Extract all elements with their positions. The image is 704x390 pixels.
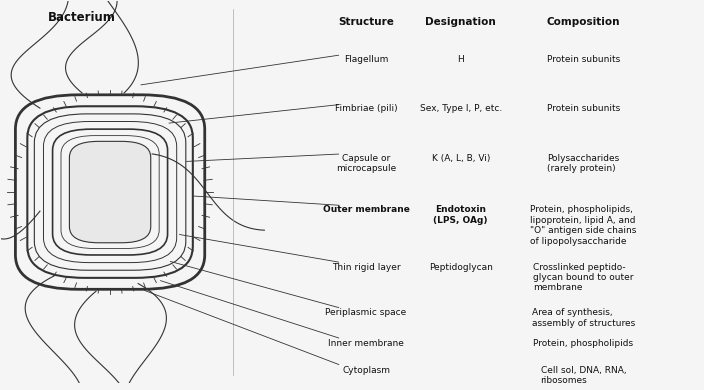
Text: Protein, phospholipids,
lipoprotein, lipid A, and
"O" antigen side chains
of lip: Protein, phospholipids, lipoprotein, lip… [530,206,636,246]
Text: Fimbriae (pili): Fimbriae (pili) [334,105,397,113]
Text: Structure: Structure [338,17,394,27]
Text: Capsule or
microcapsule: Capsule or microcapsule [336,154,396,173]
Text: H: H [458,55,464,64]
Text: K (A, L, B, Vi): K (A, L, B, Vi) [432,154,490,163]
Text: Composition: Composition [546,17,620,27]
Text: Inner membrane: Inner membrane [328,339,404,348]
Text: Crosslinked peptido-
glycan bound to outer
membrane: Crosslinked peptido- glycan bound to out… [533,262,634,292]
Text: Bacterium: Bacterium [48,11,116,24]
Text: Area of synthesis,
assembly of structures: Area of synthesis, assembly of structure… [532,308,635,328]
Text: Sex, Type I, P, etc.: Sex, Type I, P, etc. [420,105,502,113]
Text: Thin rigid layer: Thin rigid layer [332,262,401,271]
Text: Flagellum: Flagellum [344,55,388,64]
Text: Protein subunits: Protein subunits [547,105,620,113]
Text: Cell sol, DNA, RNA,
ribosomes: Cell sol, DNA, RNA, ribosomes [541,365,627,385]
Text: Periplasmic space: Periplasmic space [325,308,407,317]
Text: Protein subunits: Protein subunits [547,55,620,64]
Text: Peptidoglycan: Peptidoglycan [429,262,493,271]
Text: Designation: Designation [425,17,496,27]
FancyBboxPatch shape [70,141,151,243]
Text: Polysaccharides
(rarely protein): Polysaccharides (rarely protein) [547,154,620,173]
Text: Protein, phospholipids: Protein, phospholipids [534,339,634,348]
Text: Cytoplasm: Cytoplasm [342,365,390,374]
Text: Outer membrane: Outer membrane [322,206,410,214]
Text: Endotoxin
(LPS, OAg): Endotoxin (LPS, OAg) [434,206,488,225]
